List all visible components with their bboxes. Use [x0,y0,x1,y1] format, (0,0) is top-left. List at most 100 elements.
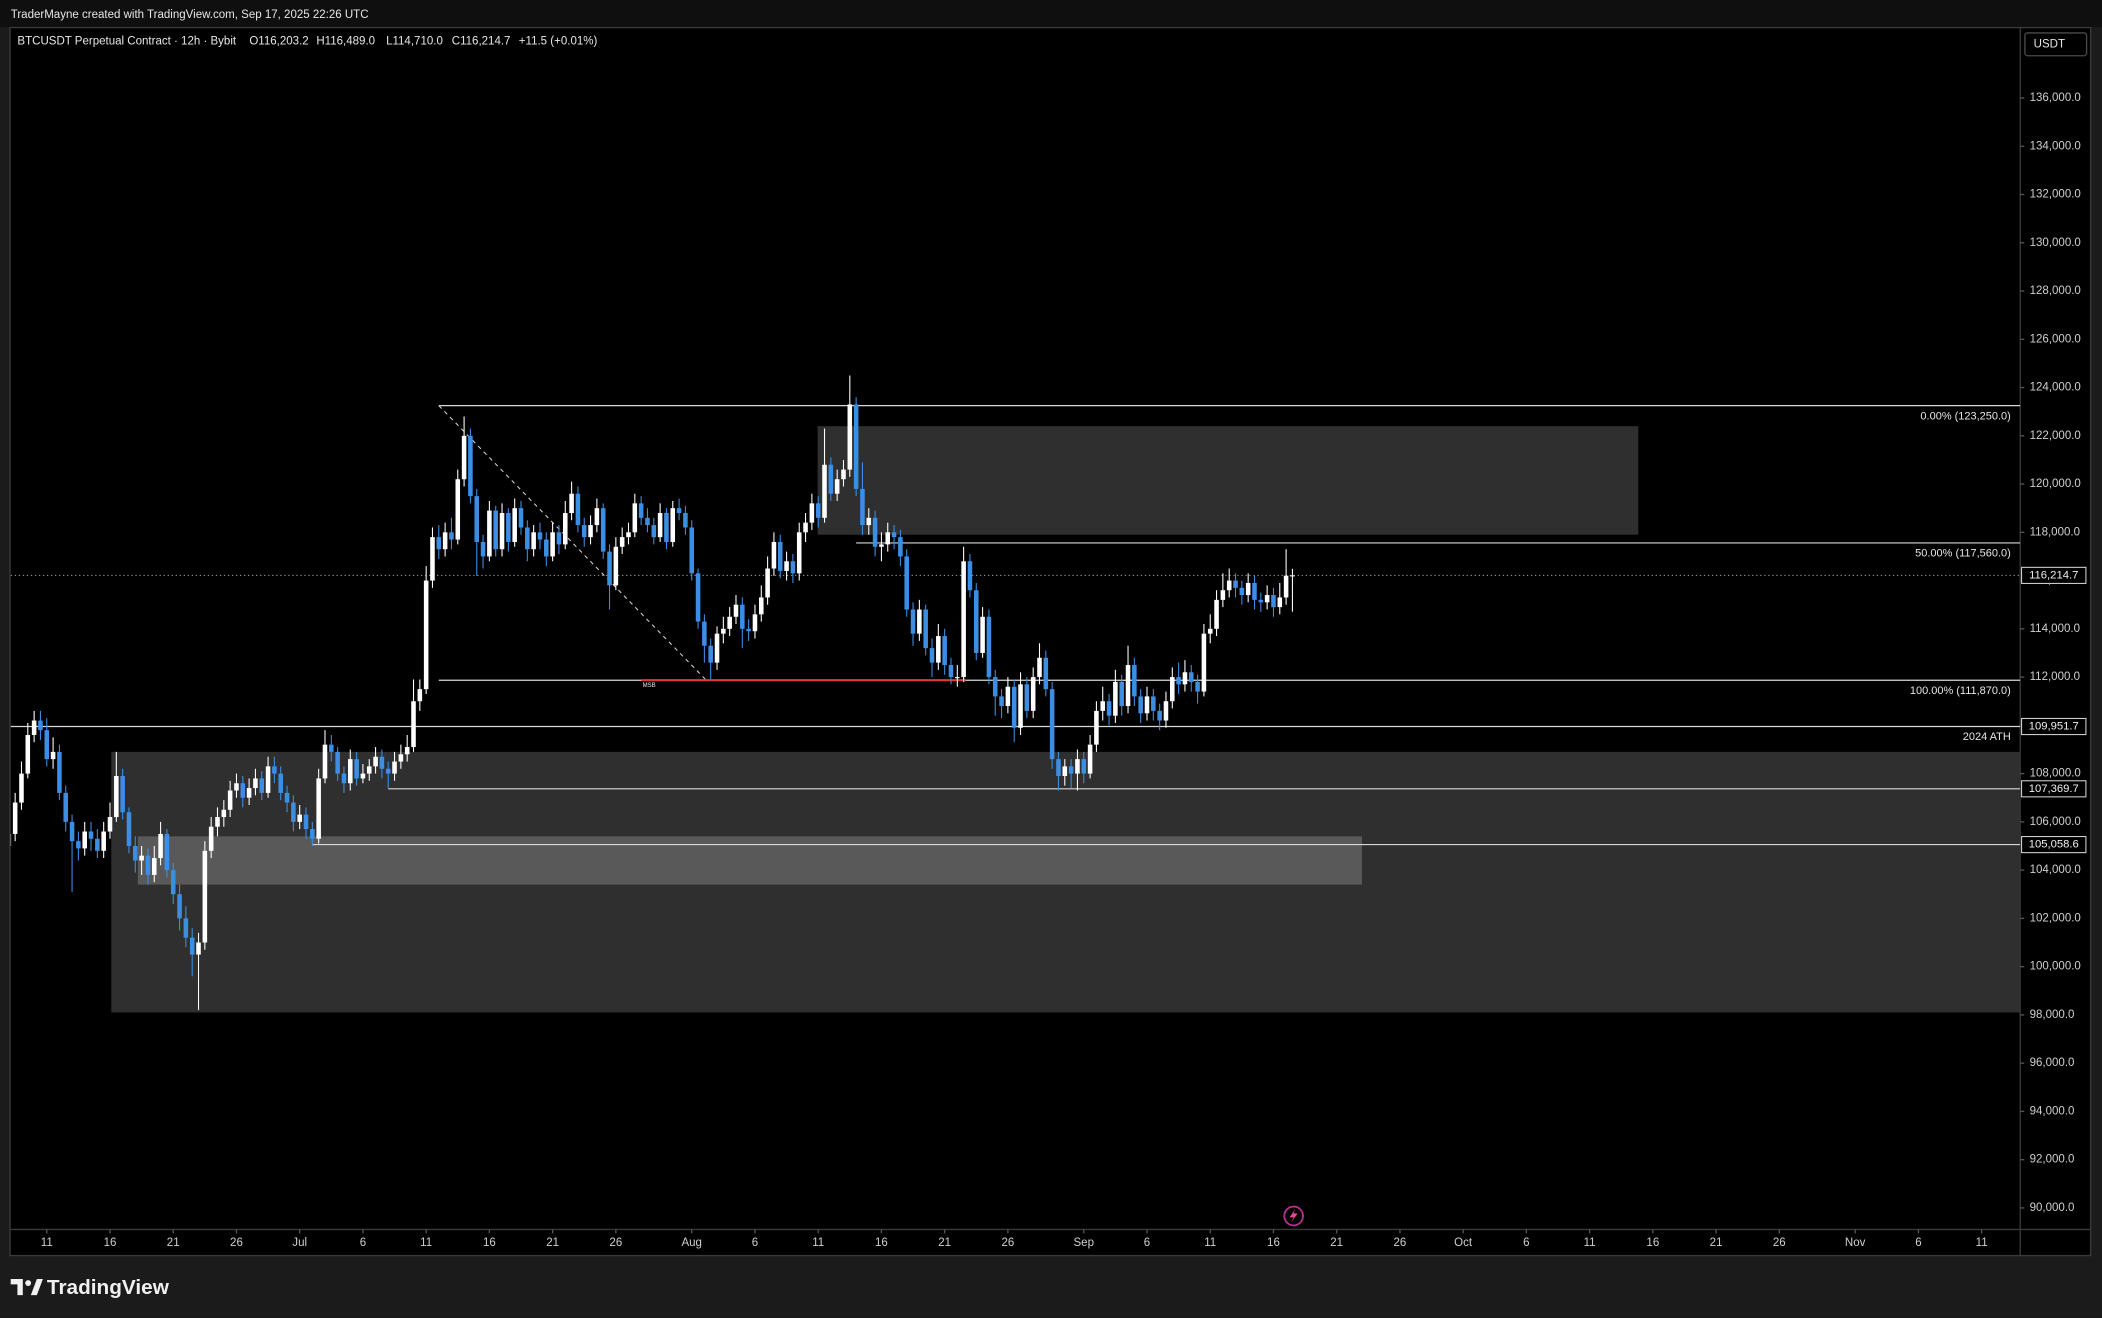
candle-body [759,597,764,615]
x-tick-label: 16 [1646,1237,1659,1249]
candle-body [910,609,916,634]
candle-body [44,730,50,760]
candle-body [1068,766,1074,774]
currency-button[interactable] [2024,32,2088,57]
x-tick-label: Aug [681,1237,702,1249]
candle-body [506,513,511,542]
candle-body [853,404,859,489]
x-tick-label: Nov [1845,1237,1866,1249]
candle-body [1043,657,1049,690]
candle-body [607,551,612,586]
candle-body [556,532,562,545]
candle-body [63,792,69,822]
x-tick-label: 26 [1773,1237,1786,1249]
x-tick-label: 26 [609,1237,622,1249]
candle-body [310,829,315,839]
candle-body [1264,595,1270,603]
candle-body [822,464,827,518]
candle-body [683,513,688,528]
candle-body [942,636,947,666]
symbol: BTCUSDT Perpetual Contract · 12h · Bybit [17,36,236,48]
candle-body [449,532,454,540]
y-tick-label: 124,000.0 [2030,382,2081,394]
candle-body [544,539,549,557]
candle-body [1100,701,1106,711]
candle-body [562,513,568,545]
candle-body [411,701,416,748]
price-tag-label: 109,951.7 [2029,720,2079,732]
price-tag-label: 116,214.7 [2029,569,2078,581]
candle-body [284,792,290,803]
candle-body [151,858,157,875]
candle-body [689,527,695,574]
candle-body [1151,696,1156,711]
currency-label: USDT [2034,38,2065,50]
candle-body [645,517,650,526]
candle-body [246,788,252,798]
x-tick-label: 21 [1710,1237,1723,1249]
candle-body [992,677,998,697]
candle-body [316,778,321,839]
candle-body [777,541,783,571]
candle-body [101,831,106,851]
candle-body [417,689,423,702]
candle-body [898,537,903,557]
x-tick-label: 16 [875,1237,888,1249]
candle-body [1170,677,1175,702]
candle-body [227,790,233,810]
candle-body [76,841,81,849]
y-tick-label: 96,000.0 [2030,1057,2075,1069]
candle-body [1132,665,1137,697]
ohlc-low: L114,710.0 [386,36,443,48]
candle-body [1049,689,1055,760]
candle-body [329,744,334,752]
candle-body [487,510,492,557]
candle-body [272,766,277,774]
candle-body [436,537,442,550]
candle-body [803,522,808,533]
x-tick-label: Sep [1074,1237,1095,1249]
candle-body [278,773,283,793]
brand: TradingView [47,1276,170,1299]
plot-area [10,375,2021,1013]
candle-body [1252,582,1257,600]
candle-body [1277,597,1283,608]
candle-body [50,751,56,760]
candle-body [145,855,151,875]
candle-body [455,479,461,540]
x-tick-label: 11 [1976,1237,1988,1249]
price-tag [2021,836,2087,854]
candle-body [19,773,24,803]
candle-body [1119,681,1124,707]
y-tick-label: 114,000.0 [2030,623,2080,635]
candle-body [139,855,144,861]
candle-body [632,503,638,533]
msb-label: MSB [643,683,656,689]
candle-body [221,809,227,818]
x-tick-label: 26 [230,1237,243,1249]
candle-body [253,778,258,789]
candle-body [600,508,606,552]
event-circle [1283,1205,1304,1227]
candle-body [385,768,391,774]
candle-body [88,831,94,839]
price-tag [2021,566,2087,584]
candle-body [354,759,359,779]
symbol-legend: BTCUSDT Perpetual Contract · 12h · Bybit… [17,36,597,48]
candle-body [442,532,448,550]
candle-body [638,503,644,518]
candle-body [208,826,214,851]
candle-body [879,544,884,547]
x-tick-label: 11 [41,1237,53,1249]
candle-body [891,532,897,538]
candle-body [468,435,473,497]
candle-body [885,532,891,545]
y-tick-label: 134,000.0 [2030,140,2081,152]
candle-body [904,556,909,610]
candle-body [265,766,271,793]
candle-body [31,720,37,735]
x-tick-label: 6 [360,1237,366,1249]
candle-body [158,833,163,859]
candle-body [1056,759,1061,777]
